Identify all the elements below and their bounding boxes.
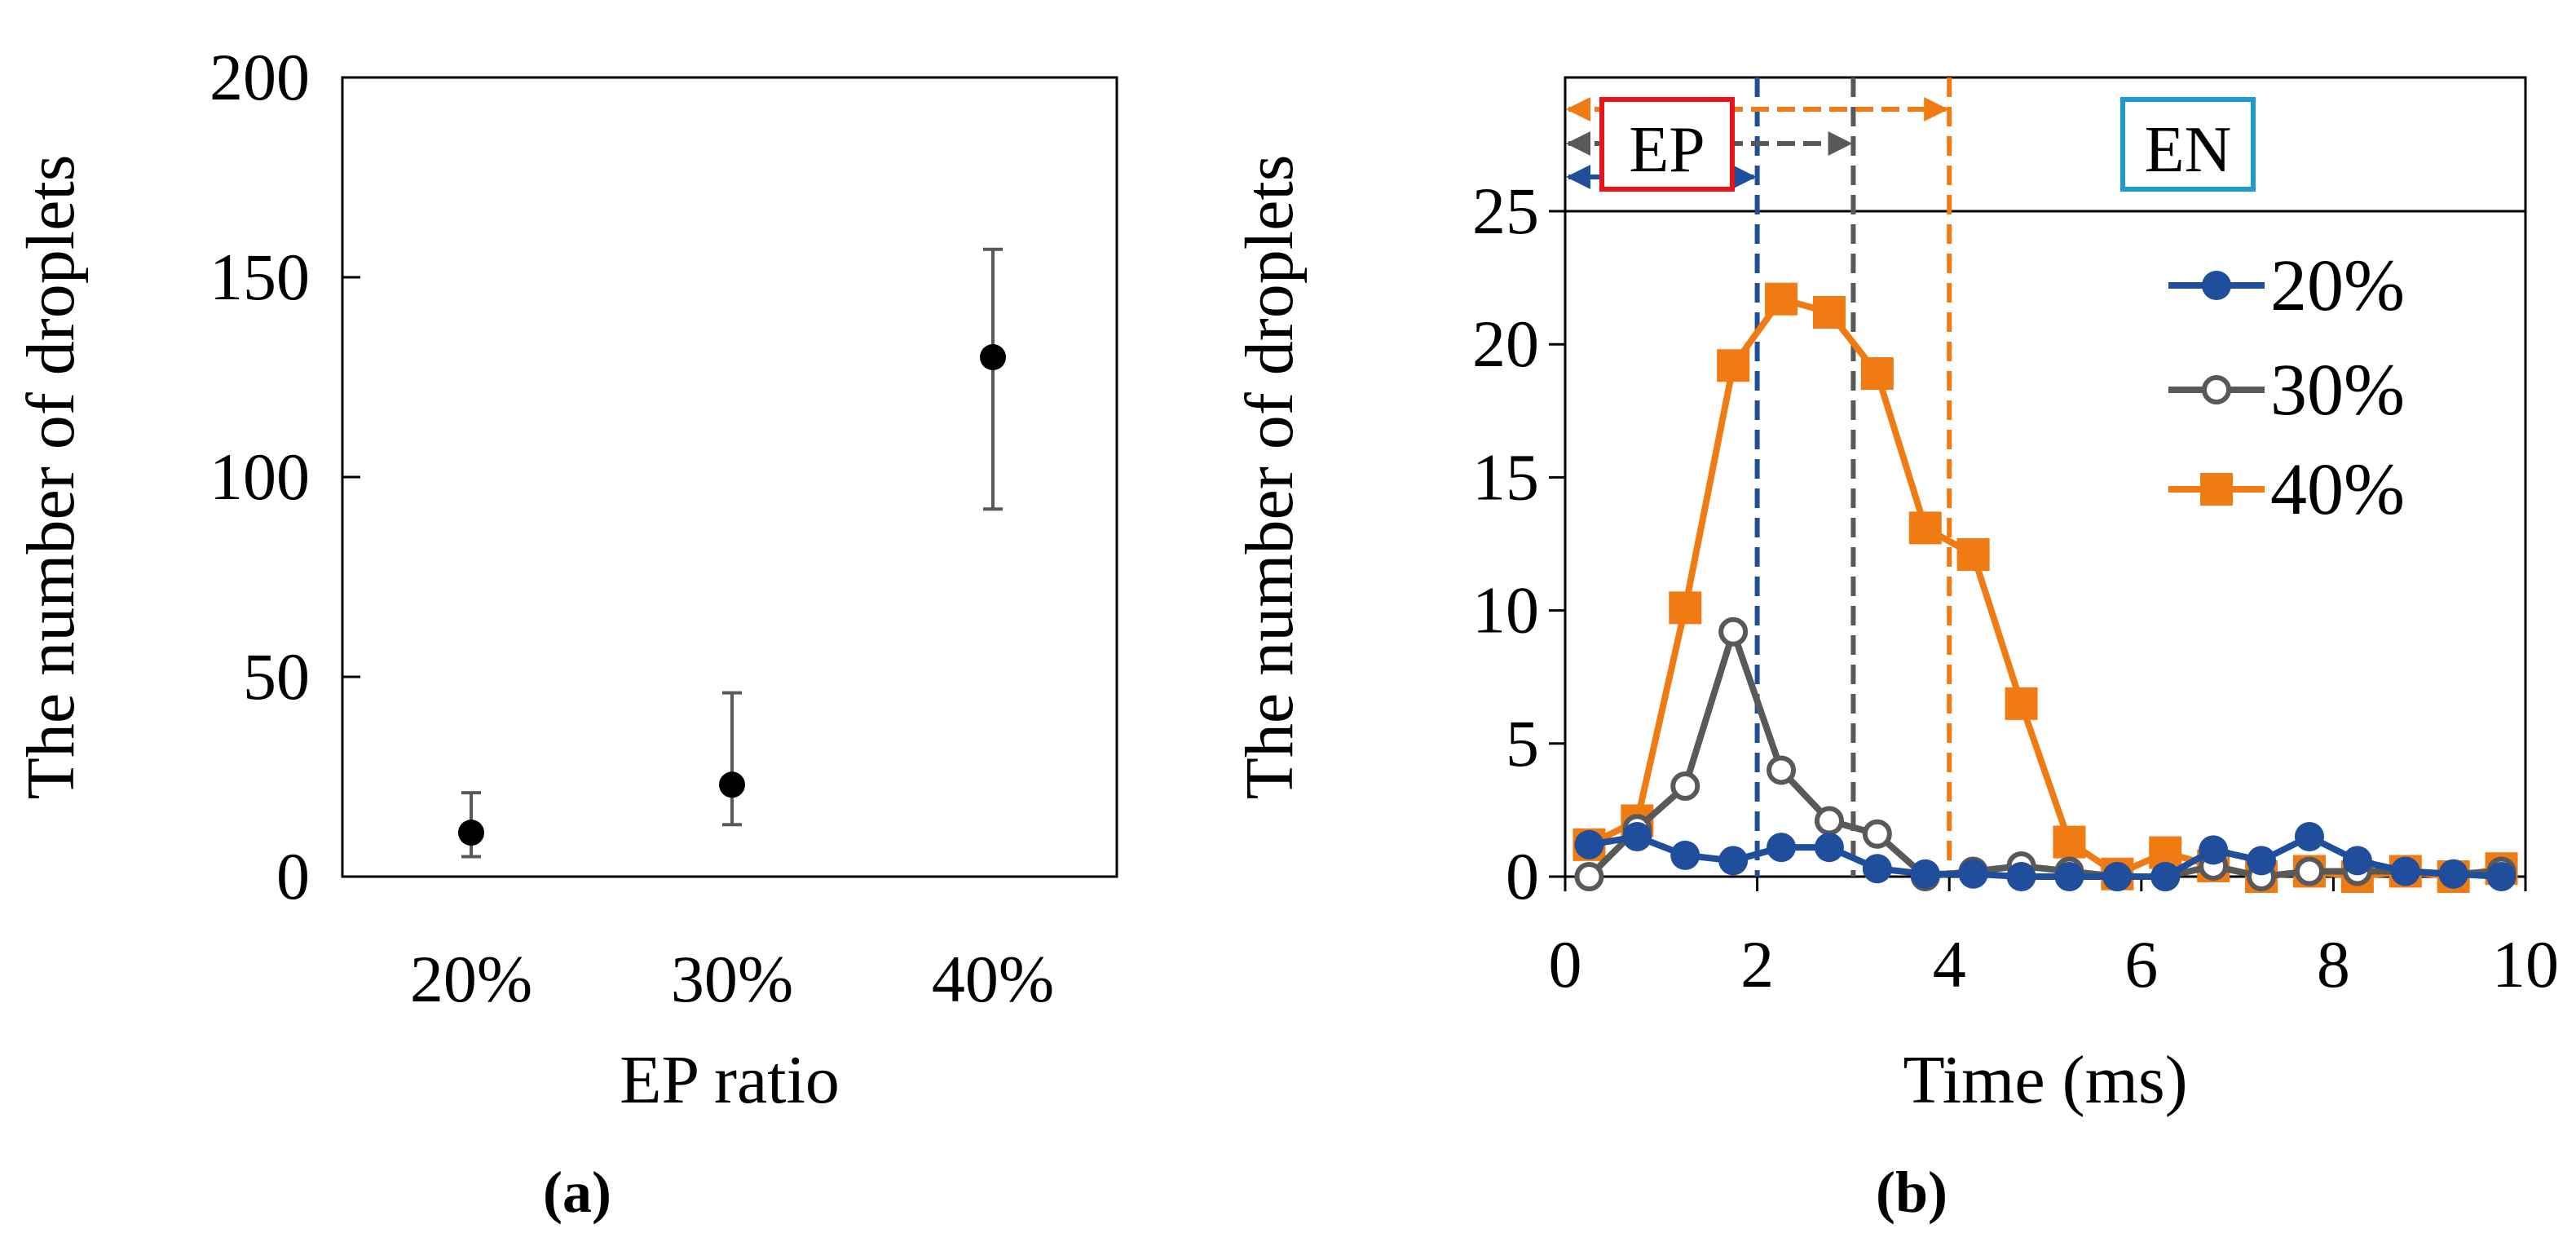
legend-label: 30%	[2270, 350, 2405, 431]
b-series-line	[1586, 628, 2502, 880]
a-data-point	[980, 344, 1006, 370]
b-y-ticks: 0 5 10 15 20 25	[1472, 174, 1565, 913]
b-point-circle	[1958, 859, 1988, 889]
en-label: EN	[2145, 114, 2232, 186]
b-point-circle	[2438, 859, 2468, 889]
b-legend: 20% 30% 40%	[2168, 245, 2405, 530]
b-point-square	[1908, 511, 1942, 545]
b-point-circle	[2006, 862, 2036, 891]
b-point-circle	[1622, 822, 1652, 852]
b-series-30pct	[1574, 616, 2516, 891]
en-phase-label: EN	[2120, 97, 2256, 192]
b-xtick-label: 6	[2124, 927, 2158, 1001]
en-box	[2120, 97, 2256, 192]
b-point-circle	[2294, 822, 2324, 852]
a-data-point	[719, 771, 745, 798]
b-ytick-label: 15	[1472, 440, 1539, 514]
a-xtick-label: 20%	[410, 942, 532, 1016]
a-ytick-label: 50	[243, 639, 310, 714]
b-series-20pct	[1574, 822, 2516, 891]
b-ytick-label: 0	[1506, 839, 1539, 913]
b-point-open-circle	[2202, 375, 2231, 404]
panel-a: 0 50 100 150 200 The number of droplets 20% 3…	[13, 40, 1118, 1225]
a-xtick-label: 40%	[932, 942, 1054, 1016]
b-point-circle	[1814, 833, 1844, 863]
panel-b-caption: (b)	[1876, 1160, 1947, 1225]
b-series	[1573, 282, 2518, 893]
b-point-circle	[1718, 846, 1749, 876]
b-point-circle	[1574, 829, 1604, 859]
b-xtick-label: 10	[2492, 927, 2559, 1001]
b-point-circle	[2247, 846, 2277, 876]
a-ytick-label: 200	[210, 40, 310, 114]
b-point-open-circle	[1862, 819, 1892, 849]
b-point-circle	[2199, 835, 2229, 865]
b-ytick-label: 25	[1472, 174, 1539, 248]
b-point-open-circle	[1670, 771, 1700, 802]
a-ytick-label: 150	[210, 240, 310, 314]
b-xtick-label: 2	[1740, 927, 1774, 1001]
b-point-circle	[2342, 846, 2372, 876]
b-point-square	[1860, 357, 1894, 391]
b-point-open-circle	[1814, 806, 1844, 836]
b-point-square	[1765, 282, 1798, 316]
b-point-square	[2053, 825, 2086, 859]
b-xtick-label: 4	[1933, 927, 1966, 1001]
a-y-ticks: 0 50 100 150 200	[210, 40, 360, 913]
a-xlabel: EP ratio	[620, 1042, 840, 1118]
a-x-ticks: 20% 30% 40%	[410, 942, 1054, 1016]
b-point-open-circle	[2294, 856, 2324, 886]
b-point-square	[1956, 538, 1990, 572]
b-point-square	[2005, 687, 2038, 720]
ep-box	[1599, 97, 1735, 192]
b-point-circle	[2102, 862, 2133, 891]
ep-phase-label: EP	[1599, 97, 1735, 192]
b-point-open-circle	[1718, 616, 1749, 647]
b-point-open-circle	[1574, 862, 1604, 891]
b-point-square	[2200, 473, 2233, 506]
plot-a-frame	[341, 76, 1118, 878]
b-point-circle	[1862, 854, 1892, 884]
a-data-point	[458, 820, 484, 846]
b-x-ticks: 0 2 4 6 8 10	[1549, 877, 2559, 1001]
panel-a-caption: (a)	[543, 1160, 611, 1225]
b-point-circle	[2486, 862, 2516, 891]
b-point-circle	[2390, 856, 2420, 886]
ep-label: EP	[1629, 114, 1705, 186]
panel-b: 0 5 10 15 20 25 0 2 4 6 8 10 The number of droplet…	[1232, 76, 2559, 1225]
b-point-circle	[2054, 862, 2084, 891]
b-xlabel: Time (ms)	[1903, 1042, 2187, 1118]
b-point-square	[1669, 591, 1702, 625]
b-point-circle	[2202, 271, 2231, 300]
b-point-square	[1717, 349, 1750, 382]
b-point-circle	[1767, 833, 1797, 863]
b-xtick-label: 0	[1549, 927, 1582, 1001]
b-xtick-label: 8	[2317, 927, 2350, 1001]
legend-label: 40%	[2270, 449, 2405, 530]
b-point-square	[1812, 296, 1846, 329]
b-point-circle	[1910, 859, 1940, 889]
b-ylabel: The number of droplets	[1232, 155, 1308, 800]
b-point-open-circle	[1767, 755, 1797, 785]
b-ytick-label: 10	[1472, 573, 1539, 647]
b-point-circle	[1670, 840, 1700, 870]
a-ytick-label: 0	[276, 839, 310, 913]
b-point-circle	[2150, 862, 2181, 891]
a-points	[458, 247, 1006, 859]
b-ytick-label: 20	[1472, 307, 1539, 381]
a-ytick-label: 100	[210, 440, 310, 514]
a-xtick-label: 30%	[671, 942, 793, 1016]
legend-label: 20%	[2270, 245, 2405, 326]
b-ytick-label: 5	[1506, 706, 1539, 780]
b-vlines	[1754, 77, 1952, 877]
a-ylabel: The number of droplets	[13, 155, 89, 800]
